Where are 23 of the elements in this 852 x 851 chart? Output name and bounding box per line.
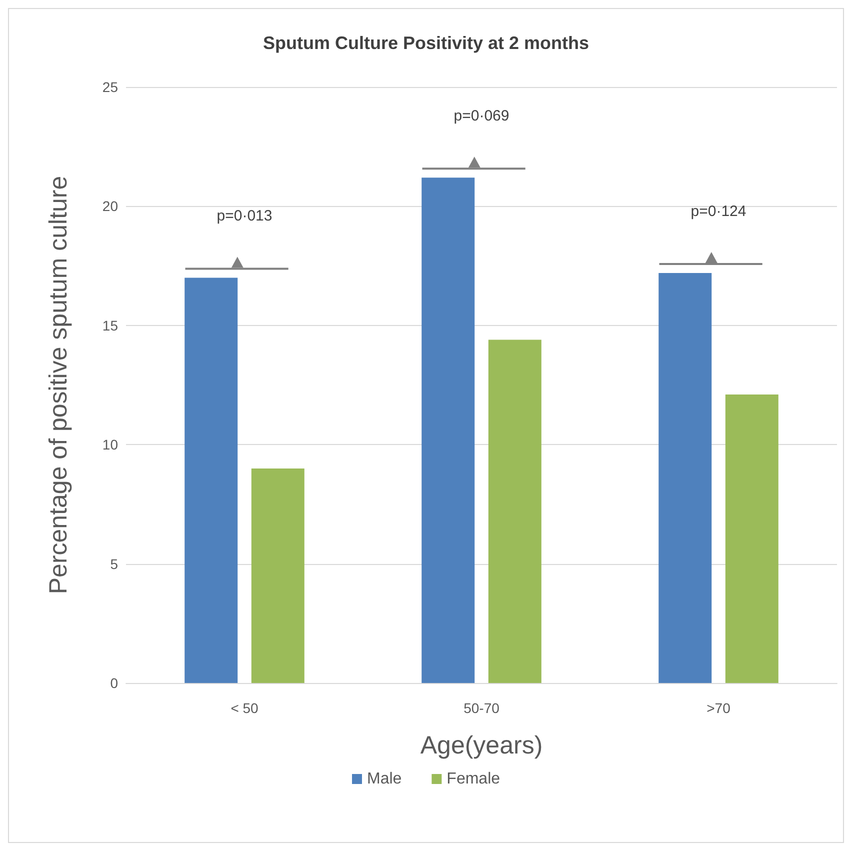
y-tick-label: 20: [102, 198, 118, 214]
legend-label: Male: [366, 770, 402, 788]
legend-label: Female: [446, 770, 500, 788]
y-tick-label: 15: [102, 317, 118, 334]
x-tick-label: < 50: [230, 700, 259, 716]
bar: [725, 394, 778, 683]
x-tick-label: >70: [706, 700, 731, 716]
y-tick-label: 5: [110, 556, 118, 572]
x-tick-label: 50-70: [464, 700, 500, 716]
chart-title: Sputum Culture Positivity at 2 months: [262, 33, 590, 53]
bar: [422, 178, 475, 683]
annotation: p=0·013: [216, 208, 272, 225]
bar: [251, 468, 304, 683]
bar: [488, 340, 542, 683]
bar: [184, 278, 238, 683]
y-axis-title: Percentage of positive sputum culture: [44, 176, 72, 594]
y-tick-label: 0: [110, 675, 118, 691]
y-tick-label: 10: [102, 436, 118, 453]
annotation: p=0·069: [454, 108, 510, 125]
bar: [658, 272, 712, 683]
y-tick-label: 25: [102, 79, 118, 95]
x-axis-title: Age(years): [420, 732, 543, 760]
annotation: p=0·124: [690, 202, 746, 220]
